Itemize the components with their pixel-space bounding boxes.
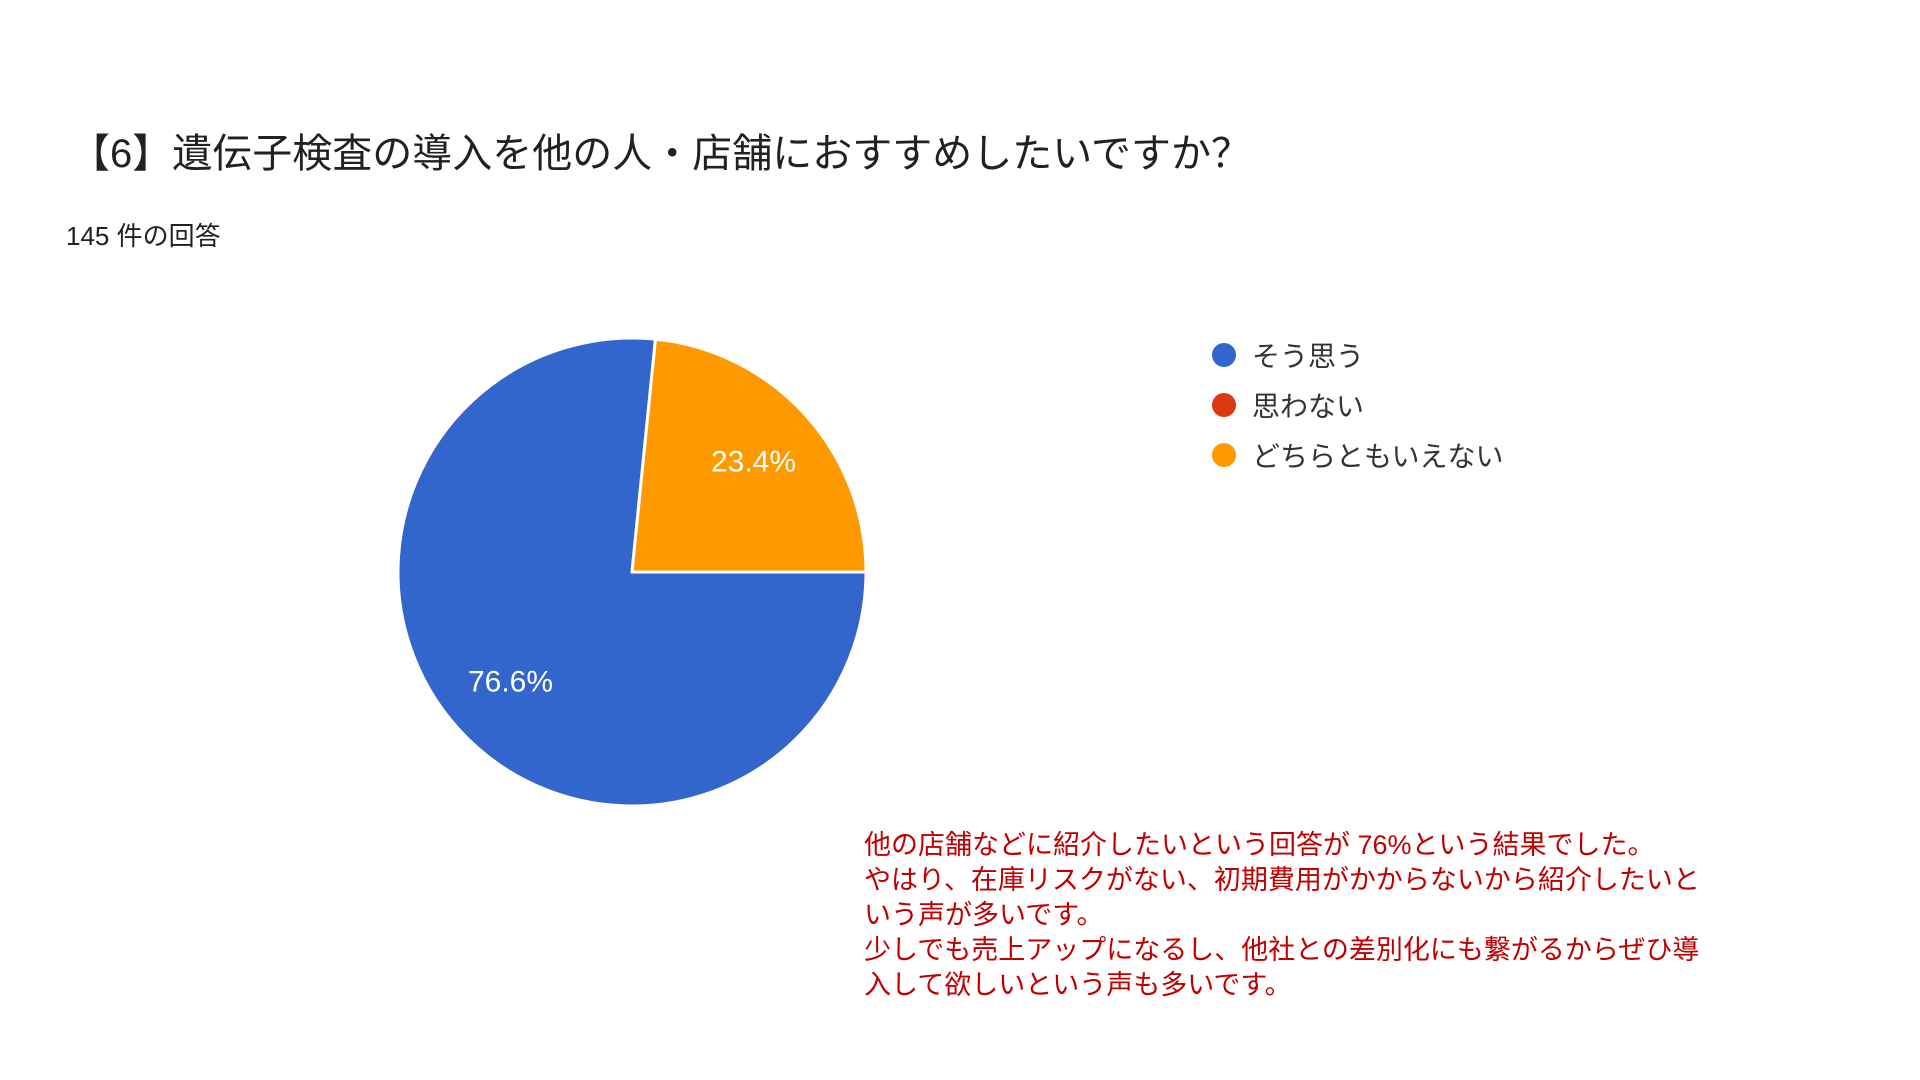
annotation-line: 少しでも売上アップになるし、他社との差別化にも繋がるからぜひ導 [864,935,1700,965]
legend-dot-disagree [1212,393,1236,417]
pie-slice-label-neither: 23.4% [711,446,796,479]
responses-count: 145 件の回答 [66,221,221,251]
annotation-line: いう声が多いです。 [864,900,1104,930]
legend-dot-agree [1212,343,1236,367]
legend-label-neither: どちらともいえない [1252,441,1504,472]
legend-dot-neither [1212,443,1236,467]
legend-item-agree: そう思う [1212,338,1503,372]
legend-label-agree: そう思う [1252,341,1365,372]
legend-label-disagree: 思わない [1252,391,1365,422]
legend-item-neither: どちらともいえない [1212,438,1503,472]
annotation-line: やはり、在庫リスクがない、初期費用がかからないから紹介したいと [864,865,1700,895]
legend-item-disagree: 思わない [1212,388,1503,422]
annotation-line: 入して欲しいという声も多いです。 [864,970,1292,1000]
pie-slice-label-agree: 76.6% [468,665,553,698]
annotation-block: 他の店舗などに紹介したいという回答が 76%という結果でした。やはり、在庫リスク… [864,828,1764,1003]
page-title: 【6】遺伝子検査の導入を他の人・店舗におすすめしたいですか？ [70,132,1252,176]
annotation-line: 他の店舗などに紹介したいという回答が 76%という結果でした。 [864,830,1655,860]
legend: そう思う思わないどちらともいえない [1212,338,1503,472]
pie-slice-neither[interactable] [630,337,868,574]
